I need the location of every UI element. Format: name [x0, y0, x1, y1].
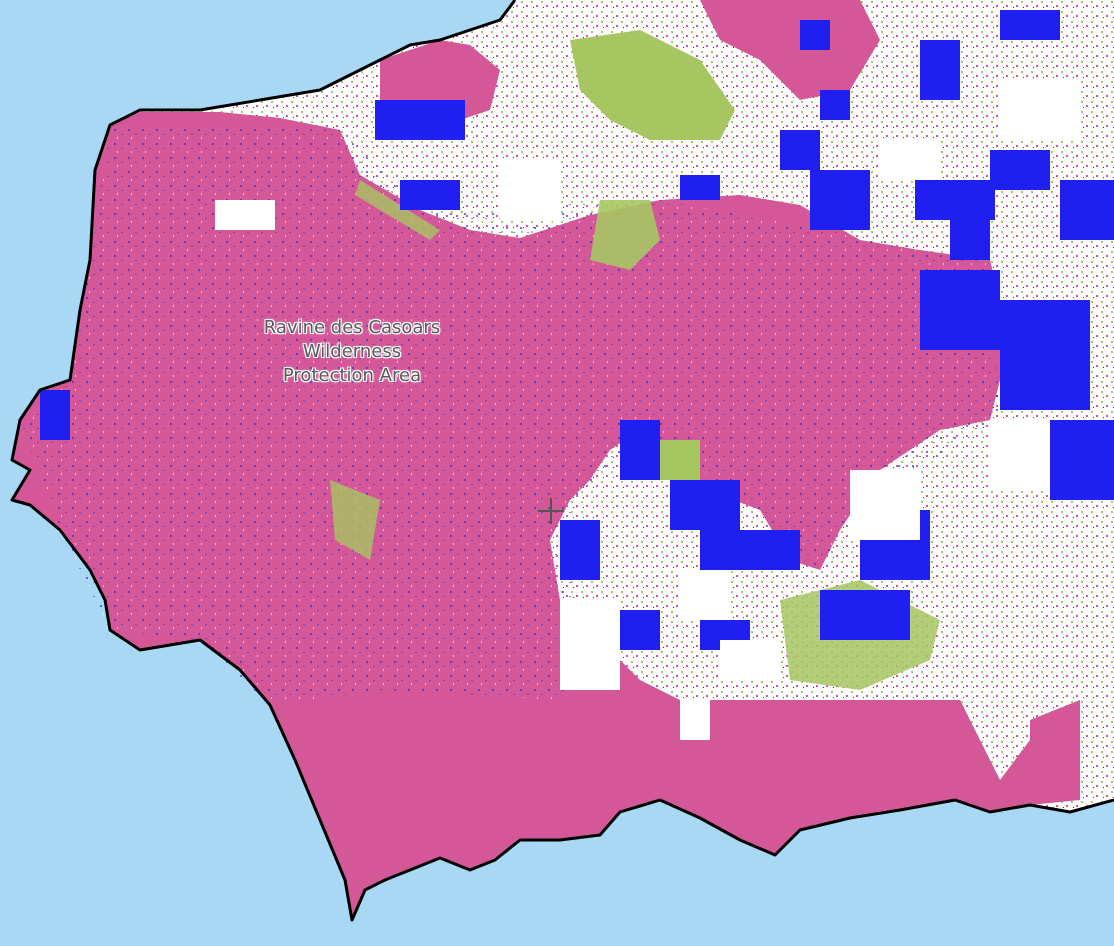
burn-area-east: [1030, 700, 1080, 800]
crosshair-icon: [538, 498, 564, 524]
protected-area-label-line1: Ravine des Casoars: [263, 317, 441, 338]
burn-extreme-areas: [40, 10, 1114, 650]
vegetation-north: [570, 30, 735, 140]
vegetation-east: [660, 440, 700, 480]
protected-area-label-line2: Wilderness: [302, 341, 402, 362]
vegetation-west: [330, 480, 380, 560]
coastline: [10, 0, 1114, 922]
burn-area-ne: [700, 0, 880, 100]
protected-area-label-line3: Protection Area: [282, 365, 422, 386]
protected-area-label: Ravine des Casoars Wilderness Protection…: [242, 316, 462, 388]
burn-texture: [20, 125, 1000, 705]
vegetation-center: [590, 200, 660, 270]
vegetation-strip: [355, 180, 440, 240]
unburnt-areas: [215, 80, 1080, 740]
